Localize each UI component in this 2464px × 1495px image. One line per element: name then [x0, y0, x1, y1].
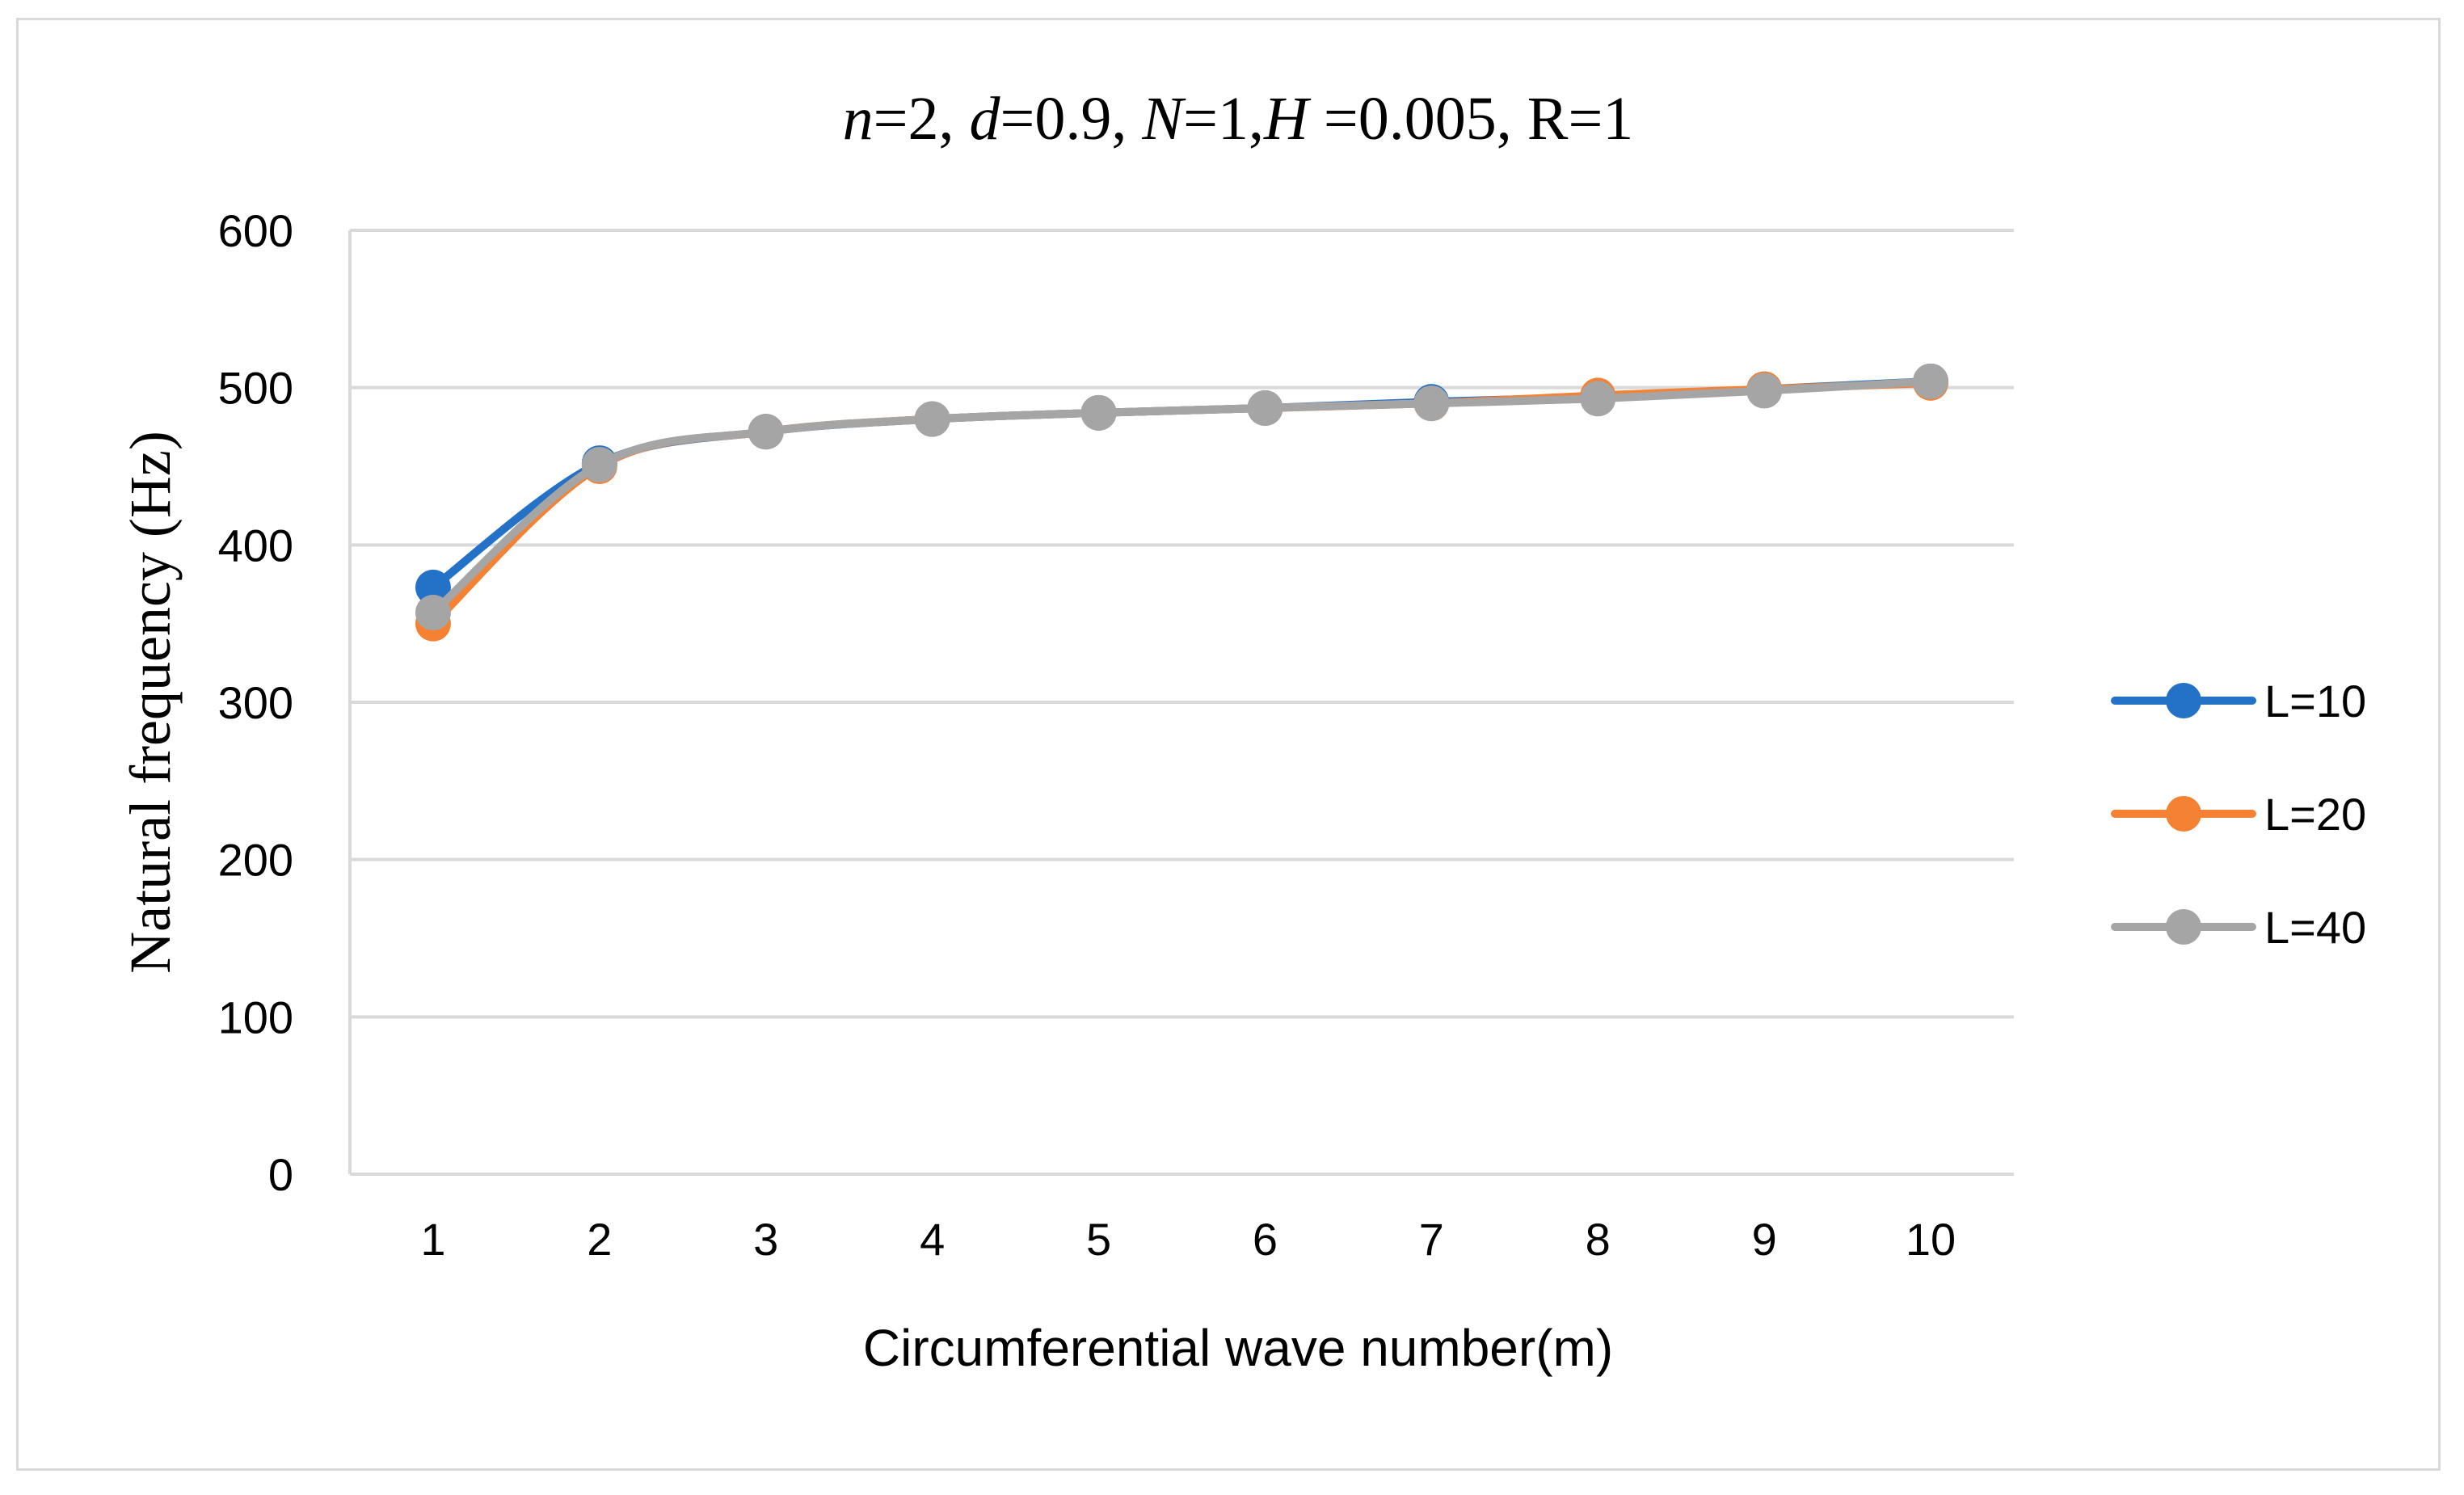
- chart-title-part: =0.9,: [1000, 85, 1143, 153]
- chart-title-part: d: [970, 85, 1001, 153]
- series-layer: [415, 363, 1949, 642]
- y-tick-label: 400: [218, 520, 293, 571]
- legend-marker: [2166, 796, 2201, 832]
- legend-item: L=40: [2111, 902, 2366, 953]
- legend-item: L=10: [2111, 676, 2366, 726]
- y-tick-label: 100: [218, 992, 293, 1042]
- x-tick-label: 1: [420, 1214, 445, 1265]
- x-tick-label: 8: [1586, 1214, 1611, 1265]
- legend-label: L=40: [2264, 902, 2366, 953]
- legend-item: L=20: [2111, 789, 2366, 840]
- gridlines: [350, 229, 2014, 1019]
- chart-title: n=2, d=0.9, N=1,H =0.005, R=1: [843, 85, 1634, 153]
- x-tick-label: 5: [1086, 1214, 1111, 1265]
- data-point: [1913, 363, 1949, 399]
- axes: [348, 230, 2014, 1176]
- y-axis-title: Natural frequency (Hz): [118, 431, 183, 974]
- series-l-10: [415, 363, 1949, 605]
- data-point: [581, 447, 617, 483]
- x-tick-label: 2: [587, 1214, 612, 1265]
- data-point: [1746, 373, 1783, 409]
- y-tick-labels: 0 100 200 300 400 500 600: [218, 205, 293, 1200]
- data-point: [415, 569, 451, 605]
- x-tick-label: 7: [1419, 1214, 1444, 1265]
- x-tick-label: 9: [1752, 1214, 1777, 1265]
- chart-title-part: =0.005, R=1: [1308, 85, 1633, 153]
- chart-title-part: H: [1263, 85, 1312, 153]
- data-point: [914, 401, 950, 437]
- legend: L=10 L=20 L=40: [2111, 676, 2366, 953]
- data-point: [415, 595, 451, 631]
- x-tick-label: 4: [920, 1214, 945, 1265]
- x-tick-labels: 1 2 3 4 5 6 7 8 9 10: [420, 1214, 1956, 1265]
- x-tick-label: 6: [1253, 1214, 1278, 1265]
- y-tick-label: 600: [218, 205, 293, 256]
- y-tick-label: 500: [218, 363, 293, 414]
- data-point: [1080, 394, 1117, 431]
- data-point: [748, 414, 784, 450]
- data-point: [1413, 385, 1450, 422]
- data-point: [1247, 390, 1283, 426]
- x-tick-label: 10: [1906, 1214, 1956, 1265]
- series-line: [428, 377, 1935, 617]
- series-line: [428, 378, 1935, 628]
- series-l-40: [415, 363, 1949, 631]
- x-axis-title: Circumferential wave number(m): [863, 1319, 1613, 1377]
- legend-label: L=10: [2264, 676, 2366, 726]
- chart-title-part: N: [1141, 85, 1186, 153]
- chart-title-part: =1,: [1183, 85, 1264, 153]
- chart-title-part: =2,: [874, 85, 970, 153]
- legend-marker: [2166, 909, 2201, 945]
- data-point: [1580, 381, 1616, 417]
- x-tick-label: 3: [753, 1214, 778, 1265]
- y-tick-label: 300: [218, 677, 293, 728]
- y-tick-label: 200: [218, 835, 293, 886]
- chart-title-part: n: [843, 85, 874, 153]
- legend-label: L=20: [2264, 789, 2366, 840]
- chart-frame: [16, 18, 2441, 1471]
- legend-marker: [2166, 683, 2201, 718]
- y-tick-label: 0: [268, 1149, 293, 1200]
